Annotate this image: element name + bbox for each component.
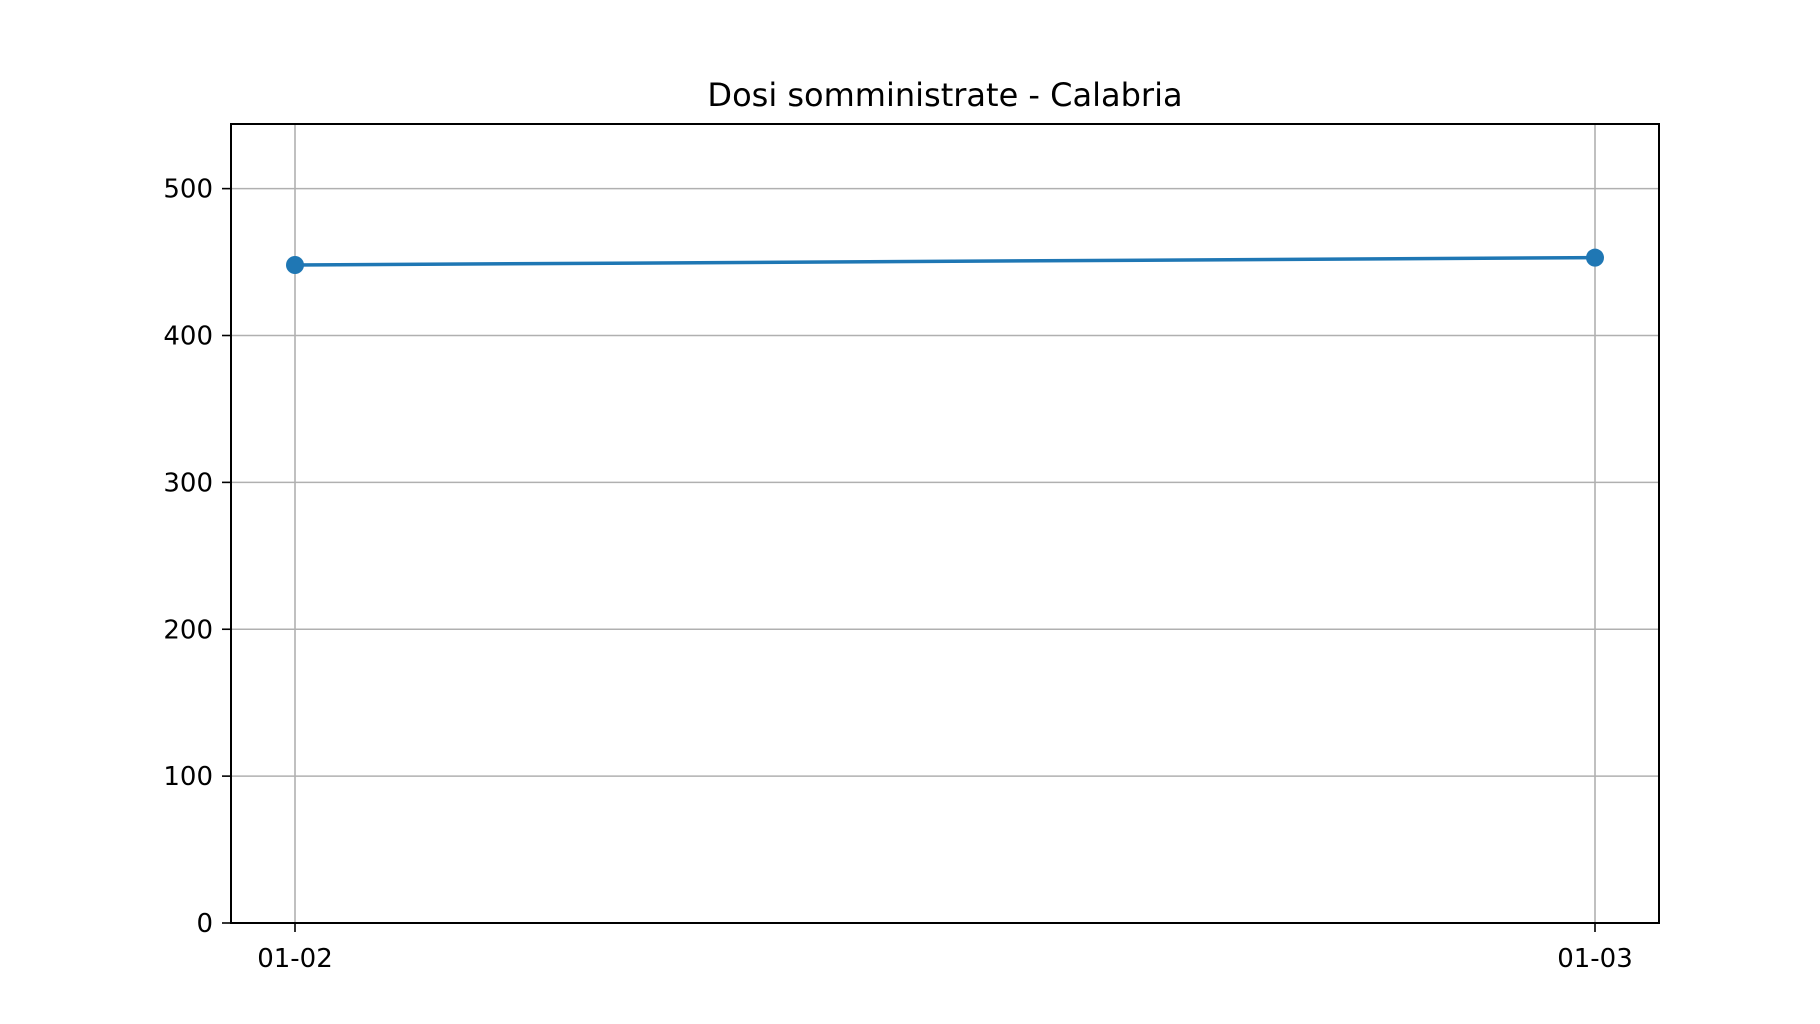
x-tick-label: 01-03 bbox=[1557, 944, 1633, 974]
y-tick-label: 200 bbox=[163, 615, 213, 645]
data-point bbox=[1586, 248, 1604, 267]
y-tick-label: 400 bbox=[163, 322, 213, 352]
axis-ticks: 0 100 200 300 400 500 01-02 01-03 bbox=[163, 175, 1632, 974]
x-tick-label: 01-02 bbox=[257, 944, 333, 974]
y-tick-label: 0 bbox=[196, 909, 213, 939]
y-tick-label: 500 bbox=[163, 175, 213, 205]
plot-frame bbox=[230, 123, 1660, 924]
series-layer bbox=[286, 248, 1604, 274]
y-tick-label: 100 bbox=[163, 762, 213, 792]
data-point bbox=[286, 256, 304, 274]
y-tick-label: 300 bbox=[163, 468, 213, 498]
series-line bbox=[294, 255, 1596, 267]
chart-title: Dosi somministrate - Calabria bbox=[707, 76, 1182, 114]
